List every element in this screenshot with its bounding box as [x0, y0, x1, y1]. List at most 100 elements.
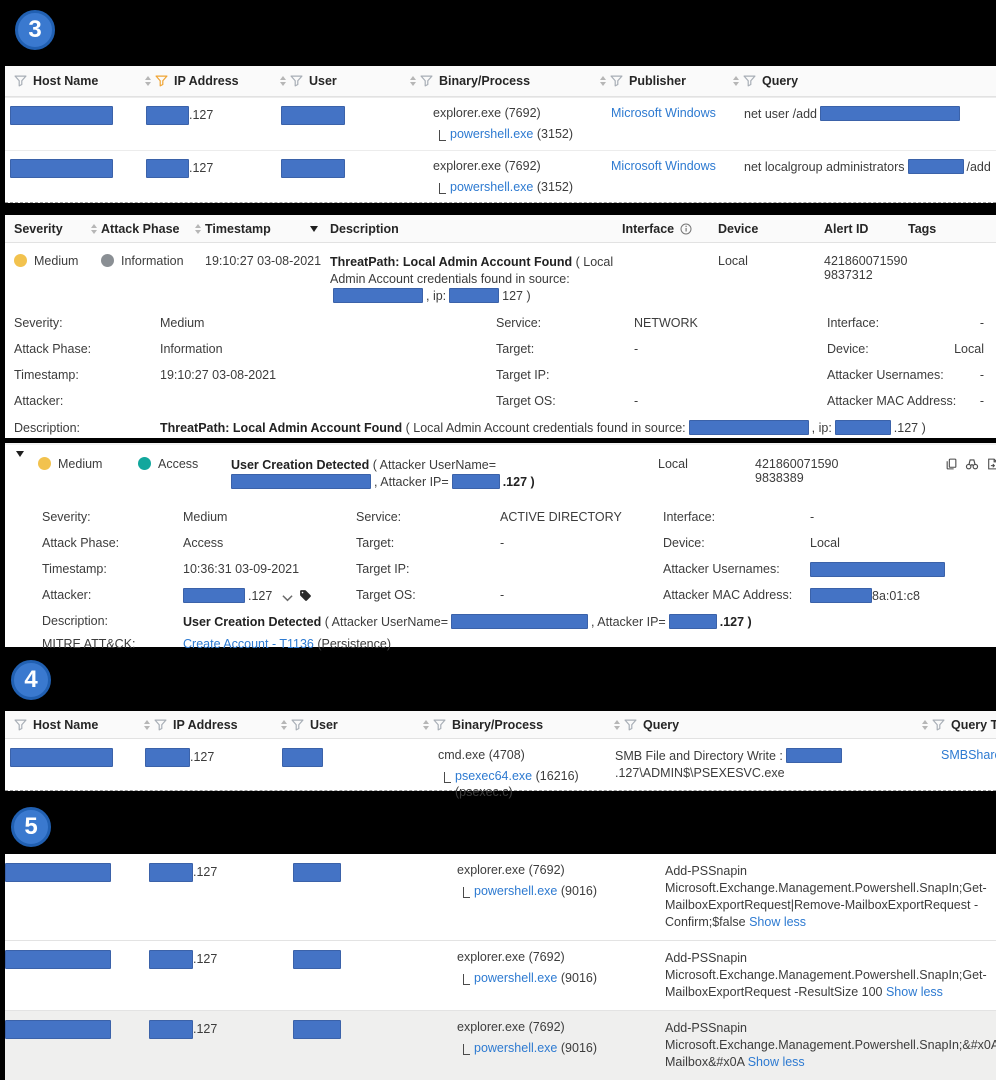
publisher-link[interactable]: Microsoft Windows — [611, 159, 716, 173]
column-header-query[interactable]: Query — [743, 74, 996, 88]
chevron-down-icon[interactable] — [282, 594, 293, 602]
sort-icon[interactable] — [600, 76, 606, 86]
child-pid: (16216) — [535, 769, 579, 783]
filter-icon[interactable] — [932, 719, 945, 731]
column-header-publisher[interactable]: Publisher — [610, 74, 743, 88]
column-label: Binary/Process — [452, 717, 544, 732]
filter-icon-active[interactable] — [155, 75, 168, 87]
column-label: Host Name — [33, 74, 99, 88]
column-header-ip-address[interactable]: IP Address — [154, 718, 291, 732]
column-header-user[interactable]: User — [291, 718, 433, 732]
desc-text: , Attacker IP= — [591, 614, 666, 629]
detail-value: - — [979, 316, 984, 330]
detail-label: Interface: — [663, 510, 716, 524]
redacted-host-name — [5, 863, 111, 882]
column-header-query[interactable]: Query — [624, 718, 932, 732]
sort-icon[interactable] — [144, 719, 150, 730]
sort-icon[interactable] — [922, 719, 928, 730]
child-process-link[interactable]: powershell.exe — [474, 1041, 558, 1055]
sort-icon[interactable] — [733, 76, 739, 86]
alert-row-expanded[interactable]: Medium Access User Creation Detected ( A… — [5, 445, 996, 491]
filter-icon[interactable] — [420, 75, 433, 87]
mitre-technique-link[interactable]: Create Account - T1136 — [183, 637, 314, 651]
detail-label: Timestamp: — [42, 562, 107, 576]
sort-icon[interactable] — [614, 719, 620, 730]
sort-desc-icon[interactable] — [310, 225, 318, 232]
tag-icon[interactable] — [299, 589, 312, 602]
column-header-description[interactable]: Description — [330, 222, 622, 236]
filter-icon[interactable] — [14, 719, 27, 731]
column-header-interface[interactable]: Interface — [622, 222, 718, 236]
detail-row: Attacker: .127 Target OS: - Attacker MAC… — [5, 582, 996, 608]
alert-header-row: Severity Attack Phase Timestamp Descript… — [5, 215, 996, 243]
show-less-link[interactable]: Show less — [885, 985, 943, 999]
redacted-host-name — [5, 1020, 111, 1039]
filter-icon[interactable] — [291, 719, 304, 731]
sort-icon[interactable] — [91, 223, 97, 234]
alert-row[interactable]: Medium Information 19:10:27 03-08-2021 T… — [5, 243, 996, 310]
filter-icon[interactable] — [154, 719, 167, 731]
child-process-link[interactable]: powershell.exe — [450, 127, 534, 141]
table-row[interactable]: .127 cmd.exe (4708) psexec64.exe (16216)… — [5, 739, 996, 808]
column-header-host-name[interactable]: Host Name — [14, 718, 154, 732]
column-header-device[interactable]: Device — [718, 222, 824, 236]
show-less-link[interactable]: Show less — [749, 915, 807, 929]
column-header-alert-id[interactable]: Alert ID — [824, 222, 908, 236]
column-header-severity[interactable]: Severity — [14, 222, 101, 236]
alert-title: ThreatPath: Local Admin Account Found — [160, 421, 403, 435]
child-process-link[interactable]: powershell.exe — [474, 884, 558, 898]
filter-icon[interactable] — [624, 719, 637, 731]
column-header-host-name[interactable]: Host Name — [14, 74, 155, 88]
query-type-link[interactable]: SMBShare — [941, 748, 996, 762]
column-header-user[interactable]: User — [290, 74, 420, 88]
redacted-source — [333, 288, 423, 303]
table-row[interactable]: .127 explorer.exe (7692) powershell.exe … — [5, 854, 996, 940]
column-header-attack-phase[interactable]: Attack Phase — [101, 222, 205, 236]
detail-label: Attacker MAC Address: — [663, 588, 793, 602]
column-header-query-type[interactable]: Query Type — [932, 718, 996, 732]
step-badge-3: 3 — [15, 10, 55, 50]
column-header-ip-address[interactable]: IP Address — [155, 74, 290, 88]
filter-icon[interactable] — [433, 719, 446, 731]
table-row[interactable]: .127 explorer.exe (7692) powershell.exe … — [5, 940, 996, 1010]
redacted-ip — [449, 288, 500, 303]
filter-icon[interactable] — [610, 75, 623, 87]
sort-icon[interactable] — [195, 223, 201, 234]
detail-label: Attack Phase: — [14, 342, 92, 356]
column-header-timestamp[interactable]: Timestamp — [205, 222, 330, 236]
table-row[interactable]: .127 explorer.exe (7692) powershell.exe … — [5, 1010, 996, 1080]
column-header-binary-process[interactable]: Binary/Process — [433, 718, 624, 732]
collapse-caret-icon[interactable] — [16, 451, 24, 471]
sort-icon[interactable] — [410, 76, 416, 86]
table-row[interactable]: .127 explorer.exe (7692) powershell.exe … — [5, 150, 996, 203]
show-less-link[interactable]: Show less — [747, 1055, 805, 1069]
column-label: Interface — [622, 221, 675, 236]
sort-icon[interactable] — [280, 76, 286, 86]
detail-value: Medium — [160, 316, 205, 330]
binoculars-icon[interactable] — [965, 457, 979, 471]
sort-icon[interactable] — [423, 719, 429, 730]
child-process-link[interactable]: psexec64.exe — [455, 769, 533, 783]
column-header-tags[interactable]: Tags — [908, 222, 996, 236]
child-process-link[interactable]: powershell.exe — [474, 971, 558, 985]
detail-row: Severity: Medium Service: ACTIVE DIRECTO… — [5, 504, 996, 530]
column-header-binary-process[interactable]: Binary/Process — [420, 74, 610, 88]
detail-value: Local — [954, 342, 984, 356]
publisher-link[interactable]: Microsoft Windows — [611, 106, 716, 120]
child-process-link[interactable]: powershell.exe — [450, 180, 534, 194]
sort-icon[interactable] — [145, 76, 151, 86]
table-row[interactable]: .127 explorer.exe (7692) powershell.exe … — [5, 97, 996, 150]
column-label: Tags — [908, 221, 937, 236]
copy-icon[interactable] — [945, 457, 958, 471]
redacted-ip — [149, 950, 193, 969]
filter-icon[interactable] — [290, 75, 303, 87]
child-pid: (9016) — [560, 884, 598, 898]
info-icon[interactable] — [680, 223, 692, 235]
filter-icon[interactable] — [743, 75, 756, 87]
detail-value: Local — [810, 536, 840, 550]
export-report-icon[interactable] — [986, 457, 996, 471]
filter-icon[interactable] — [14, 75, 27, 87]
column-label: Query — [762, 74, 799, 88]
sort-icon[interactable] — [281, 719, 287, 730]
attack-phase-value: Access — [158, 457, 199, 471]
